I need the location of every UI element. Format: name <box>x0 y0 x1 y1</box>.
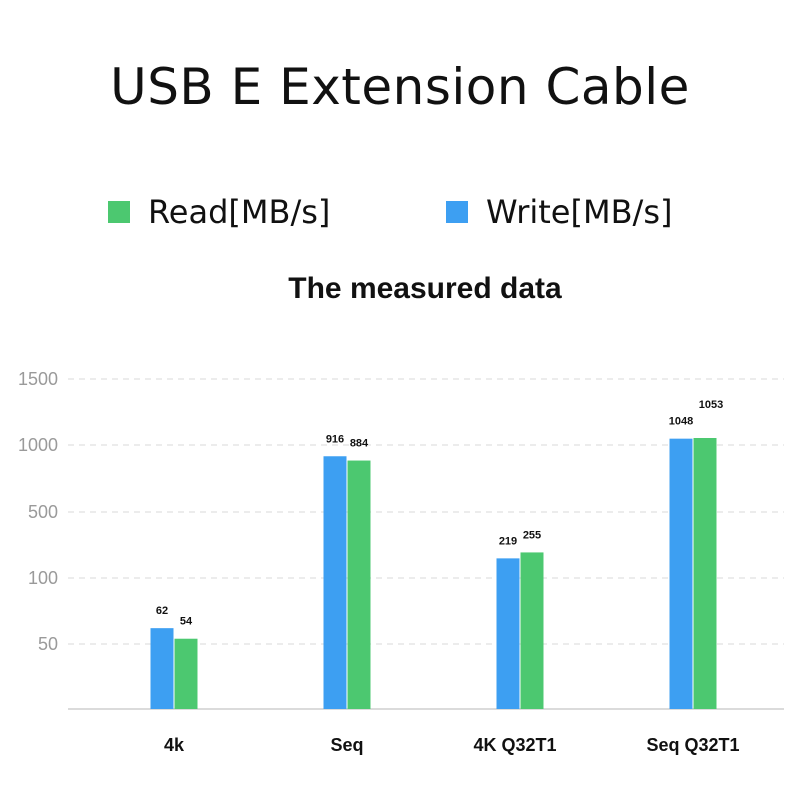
bar-read <box>693 438 717 709</box>
data-label: 916 <box>326 433 344 445</box>
y-tick-label: 100 <box>28 568 58 588</box>
data-label: 62 <box>156 605 168 617</box>
x-category-label: 4k <box>164 735 185 755</box>
legend-label-read: Read[MB/s] <box>148 193 331 231</box>
x-category-label: 4K Q32T1 <box>473 735 556 755</box>
chart-subtitle: The measured data <box>288 272 562 305</box>
legend-item-read: Read[MB/s] <box>108 190 330 234</box>
legend-swatch-read <box>108 201 130 223</box>
data-labels: 62 54 916 884 219 255 1048 1053 <box>156 399 723 628</box>
data-label: 1053 <box>699 399 723 411</box>
data-label: 1048 <box>669 416 693 428</box>
bar-write <box>669 438 693 709</box>
data-label: 255 <box>523 529 541 541</box>
y-tick-label: 500 <box>28 502 58 522</box>
bar-read <box>520 552 544 709</box>
data-label: 884 <box>350 438 369 450</box>
bar-write <box>496 558 520 709</box>
y-tick-label: 1500 <box>18 369 58 389</box>
legend-label-write: Write[MB/s] <box>486 193 673 231</box>
bar-write <box>150 628 174 709</box>
bar-write <box>323 456 347 709</box>
data-label: 219 <box>499 535 517 547</box>
x-axis: 4k Seq 4K Q32T1 Seq Q32T1 <box>164 735 740 755</box>
bar-read <box>347 460 371 709</box>
data-label: 54 <box>180 616 193 628</box>
legend: Read[MB/s] Write[MB/s] <box>0 190 800 234</box>
bars <box>150 438 717 709</box>
legend-item-write: Write[MB/s] <box>446 190 672 234</box>
y-tick-label: 50 <box>38 634 58 654</box>
bar-read <box>174 638 198 709</box>
legend-swatch-write <box>446 201 468 223</box>
x-category-label: Seq <box>330 735 363 755</box>
x-category-label: Seq Q32T1 <box>646 735 739 755</box>
grid-lines <box>68 378 784 645</box>
page-title: USB E Extension Cable <box>110 58 690 116</box>
y-tick-label: 1000 <box>18 435 58 455</box>
